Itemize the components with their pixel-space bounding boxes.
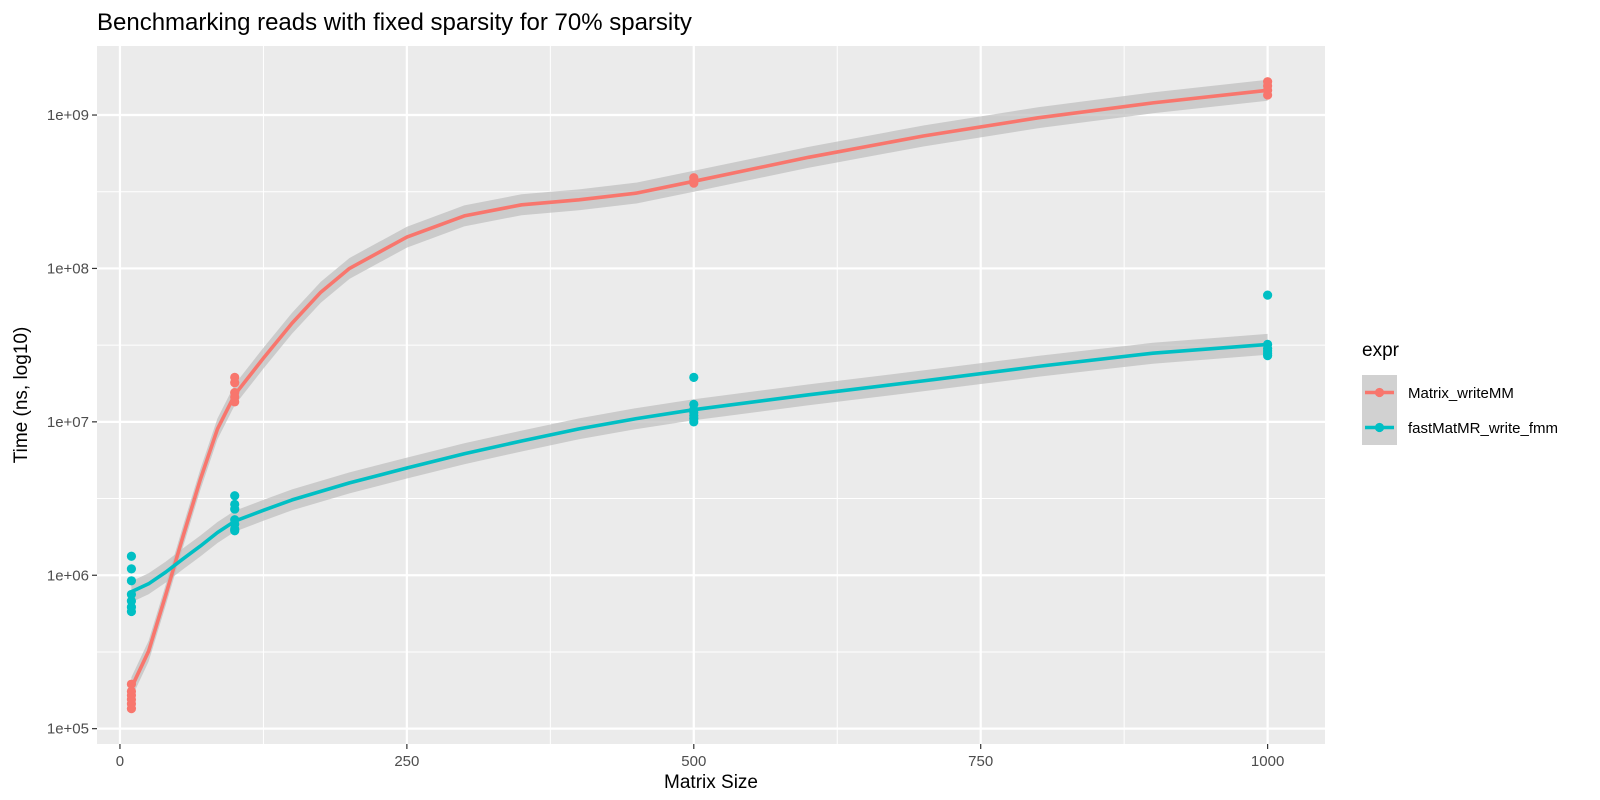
data-point [230, 526, 240, 536]
plot-panel [97, 46, 1325, 744]
legend-point [1374, 422, 1385, 433]
data-point [126, 576, 137, 586]
data-point [126, 704, 137, 714]
data-point [126, 589, 137, 600]
legend-label: fastMatMR_write_fmm [1408, 420, 1558, 437]
x-tick-label: 0 [116, 753, 124, 770]
legend-title: expr [1362, 340, 1400, 361]
data-point [126, 606, 137, 617]
confidence-band [131, 333, 1268, 603]
data-point [689, 417, 699, 427]
data-point [1263, 351, 1273, 361]
smooth-lines [129, 88, 1270, 690]
data-point [230, 378, 240, 388]
data-point [126, 551, 137, 561]
legend-items: Matrix_writeMM fastMatMR_write_fmm [1362, 375, 1558, 445]
x-tick-label: 750 [968, 753, 993, 770]
data-point [1263, 290, 1273, 300]
data-point [126, 679, 137, 689]
data-point [689, 372, 699, 382]
legend: expr Matrix_writeMM fastMatMR_write_fmm [1362, 340, 1558, 445]
y-tick-label: 1e+06 [47, 567, 89, 584]
y-tick-label: 1e+05 [47, 721, 89, 738]
data-points [126, 77, 1273, 714]
x-tick-label: 500 [681, 753, 706, 770]
x-tick-label: 250 [394, 753, 419, 770]
x-axis-ticks: 0 250 500 750 1000 [116, 744, 1284, 770]
data-point [126, 564, 137, 574]
data-point [230, 504, 240, 514]
legend-label: Matrix_writeMM [1408, 385, 1514, 402]
data-point [1263, 90, 1273, 100]
data-point [230, 397, 240, 407]
data-point [689, 178, 699, 188]
y-axis-title: Time (ns, log10) [11, 327, 32, 464]
chart-title: Benchmarking reads with fixed sparsity f… [97, 9, 692, 36]
smooth-line [129, 342, 1270, 594]
legend-point [1374, 387, 1385, 398]
y-tick-label: 1e+09 [47, 107, 89, 124]
data-point [230, 491, 240, 501]
y-axis-ticks: 1e+05 1e+06 1e+07 1e+08 1e+09 [47, 107, 97, 738]
smooth-line [129, 88, 1270, 690]
y-tick-label: 1e+07 [47, 414, 89, 431]
x-axis-title: Matrix Size [664, 772, 758, 793]
x-tick-label: 1000 [1251, 753, 1284, 770]
y-tick-label: 1e+08 [47, 260, 89, 277]
